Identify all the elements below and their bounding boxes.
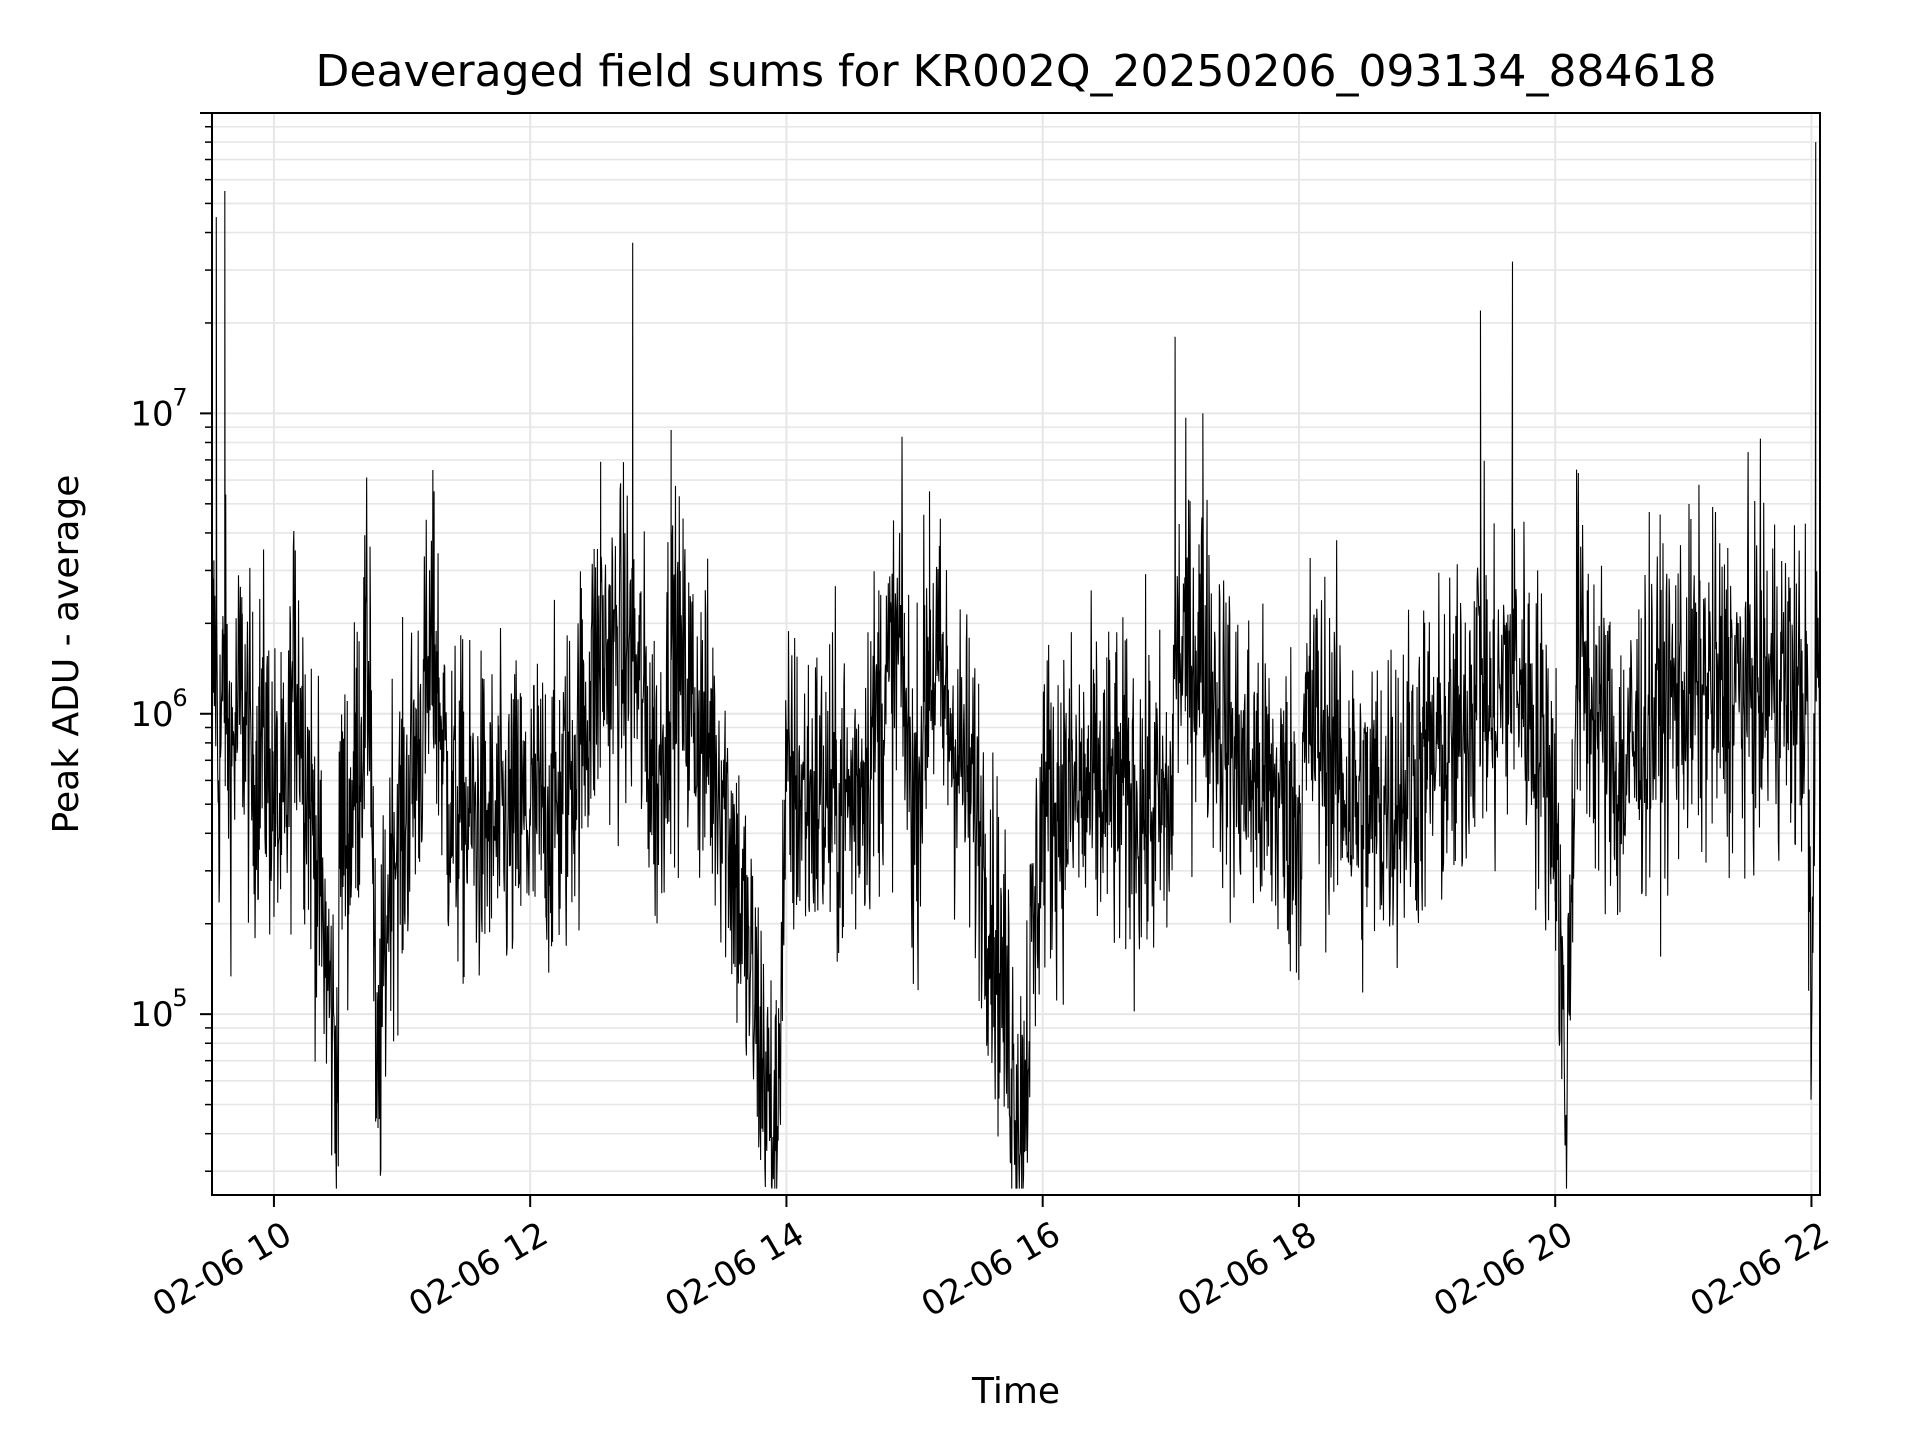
plot-frame: [211, 112, 1821, 1196]
x-axis-label: Time: [971, 1371, 1060, 1412]
series-line: [211, 142, 1821, 1189]
y-tick-exponent: 7: [172, 383, 187, 411]
y-tick-base: 10: [130, 695, 173, 735]
y-tick-exponent: 5: [172, 984, 187, 1012]
y-tick-label: 106: [130, 684, 187, 735]
y-tick-label: 105: [130, 984, 187, 1035]
grid: [212, 112, 1820, 1195]
y-tick-base: 10: [130, 995, 173, 1035]
y-tick-base: 10: [130, 394, 173, 434]
y-tick-label: 107: [130, 383, 187, 434]
y-tick-exponent: 6: [172, 684, 187, 712]
chart-title: Deaveraged field sums for KR002Q_2025020…: [316, 46, 1717, 97]
data-series: [211, 142, 1821, 1189]
y-axis-label: Peak ADU - average: [46, 475, 87, 834]
